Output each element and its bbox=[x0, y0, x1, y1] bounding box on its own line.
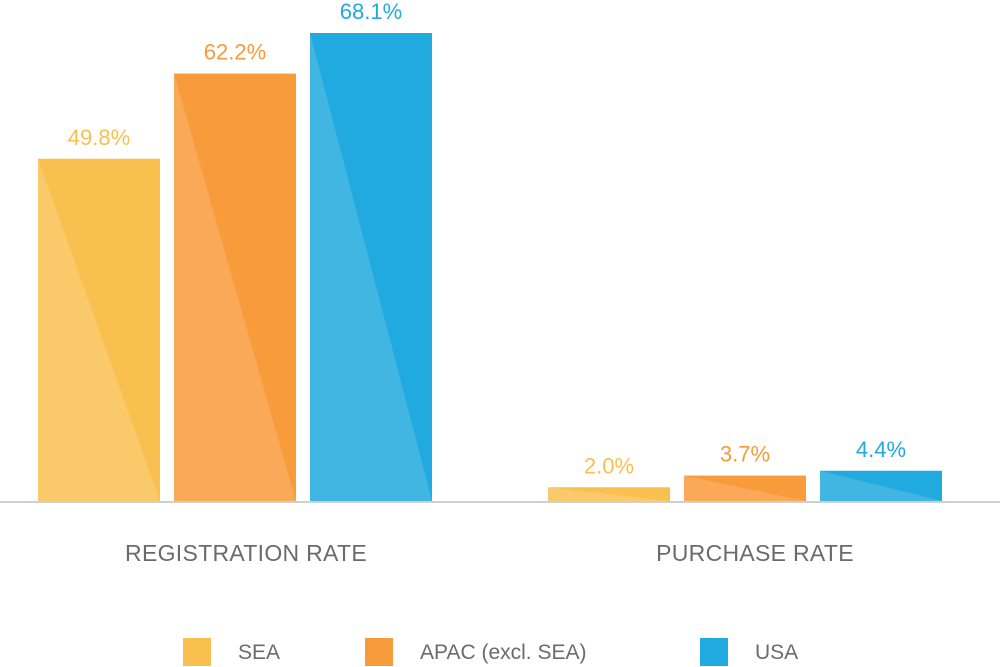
data-label: 4.4% bbox=[856, 437, 906, 462]
bar-0-0 bbox=[38, 158, 160, 501]
legend-swatch bbox=[700, 638, 728, 666]
bar-1-0 bbox=[548, 487, 670, 501]
bar-0-1 bbox=[174, 73, 296, 501]
bar-highlight bbox=[548, 487, 670, 501]
data-label: 62.2% bbox=[204, 40, 266, 65]
legend-label: SEA bbox=[238, 641, 280, 664]
bar-0-2 bbox=[310, 33, 432, 501]
bar-highlight bbox=[38, 158, 160, 501]
bar-highlight bbox=[820, 470, 942, 501]
legend-swatch bbox=[365, 638, 393, 666]
bar-1-1 bbox=[684, 475, 806, 501]
category-label: PURCHASE RATE bbox=[656, 540, 854, 566]
bar-highlight bbox=[174, 73, 296, 501]
category-label: REGISTRATION RATE bbox=[125, 540, 367, 566]
data-label: 2.0% bbox=[584, 453, 634, 478]
bar-highlight bbox=[310, 33, 432, 501]
legend-label: APAC (excl. SEA) bbox=[420, 641, 586, 664]
bar-highlight bbox=[684, 475, 806, 501]
bar-1-2 bbox=[820, 470, 942, 501]
data-label: 68.1% bbox=[340, 0, 402, 24]
data-label: 3.7% bbox=[720, 442, 770, 467]
legend-label: USA bbox=[755, 641, 798, 664]
data-label: 49.8% bbox=[68, 125, 130, 150]
legend-swatch bbox=[183, 638, 211, 666]
